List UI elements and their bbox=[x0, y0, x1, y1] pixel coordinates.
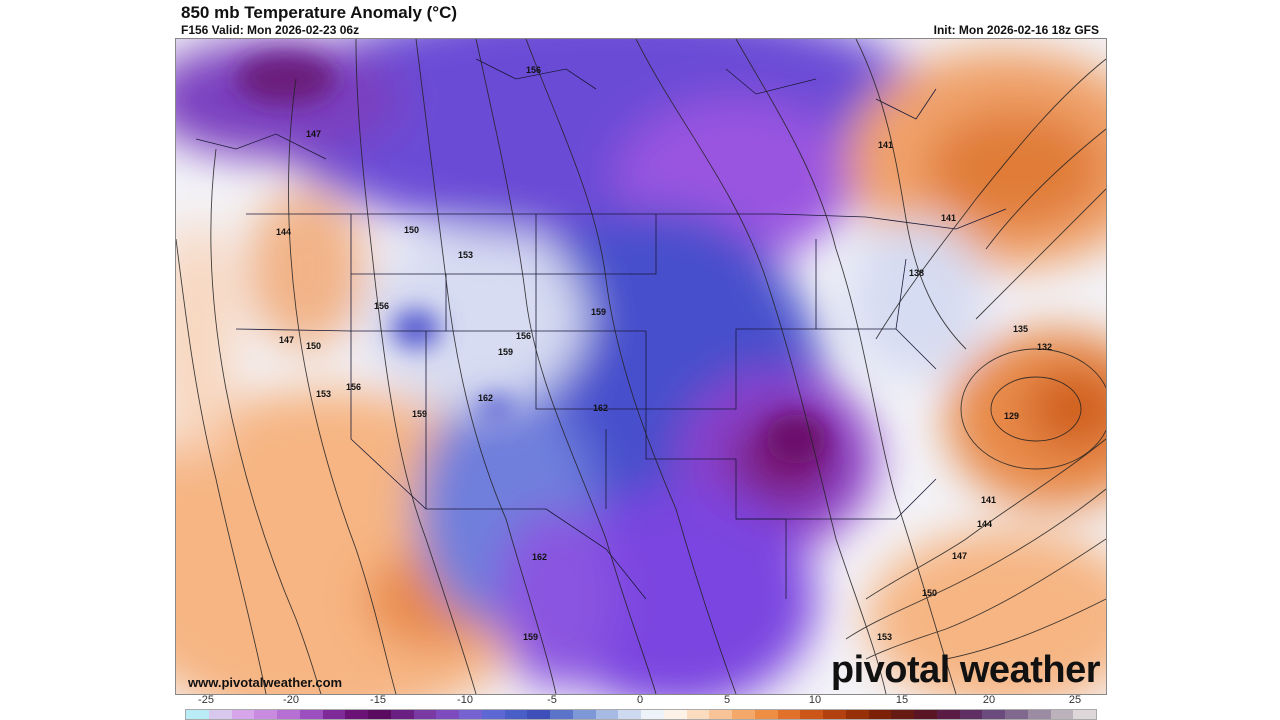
colorbar-swatch bbox=[800, 710, 823, 719]
colorbar-swatch bbox=[345, 710, 368, 719]
colorbar-swatch bbox=[1073, 710, 1096, 719]
colorbar-swatch bbox=[527, 710, 550, 719]
colorbar-tick-label: -20 bbox=[283, 694, 299, 706]
contour-label: 156 bbox=[526, 65, 541, 75]
map-canvas: 156 147 144 150 153 156 159 156 147 150 … bbox=[176, 39, 1106, 694]
contour-label: 141 bbox=[981, 495, 996, 505]
colorbar-swatch bbox=[254, 710, 277, 719]
colorbar-swatch bbox=[823, 710, 846, 719]
colorbar-tick-label: 20 bbox=[982, 694, 996, 706]
contour-label: 144 bbox=[977, 519, 992, 529]
contour-label: 159 bbox=[591, 307, 606, 317]
colorbar-tick-labels: -25 -20 -15 -10 -5 0 5 10 15 20 25 bbox=[175, 694, 1105, 708]
colorbar-tick-label: 25 bbox=[1068, 694, 1082, 706]
colorbar-swatch bbox=[732, 710, 755, 719]
colorbar-swatch bbox=[1027, 710, 1051, 719]
colorbar-swatch bbox=[754, 710, 778, 719]
colorbar-swatch bbox=[413, 710, 437, 719]
colorbar-swatch bbox=[322, 710, 346, 719]
contour-label: 162 bbox=[593, 403, 608, 413]
contour-label: 156 bbox=[346, 382, 361, 392]
colorbar-tick-label: 10 bbox=[808, 694, 822, 706]
contour-label: 147 bbox=[952, 551, 967, 561]
colorbar-tick-label: 5 bbox=[723, 694, 731, 706]
colorbar-tick-label: 15 bbox=[895, 694, 909, 706]
colorbar-swatch bbox=[277, 710, 300, 719]
colorbar-swatch bbox=[459, 710, 482, 719]
colorbar-swatch bbox=[641, 710, 664, 719]
colorbar-swatch bbox=[686, 710, 710, 719]
colorbar-tick-label: -5 bbox=[547, 694, 557, 706]
contour-label: 156 bbox=[516, 331, 531, 341]
colorbar-swatch bbox=[891, 710, 914, 719]
colorbar-swatch bbox=[618, 710, 641, 719]
colorbar-tick-label: 0 bbox=[636, 694, 644, 706]
colorbar-swatch bbox=[959, 710, 983, 719]
colorbar-swatch bbox=[504, 710, 528, 719]
contour-label: 159 bbox=[498, 347, 513, 357]
colorbar-swatch bbox=[914, 710, 937, 719]
contour-label: 132 bbox=[1037, 342, 1052, 352]
contour-labels: 156 147 144 150 153 156 159 156 147 150 … bbox=[276, 65, 1052, 642]
contour-label: 162 bbox=[478, 393, 493, 403]
anomaly-detail bbox=[236, 54, 826, 464]
colorbar-swatch bbox=[1050, 710, 1074, 719]
colorbar-swatch bbox=[709, 710, 732, 719]
colorbar-swatch bbox=[208, 710, 232, 719]
colorbar-swatch bbox=[550, 710, 573, 719]
colorbar-swatch bbox=[595, 710, 619, 719]
contour-label: 156 bbox=[374, 301, 389, 311]
valid-time: F156 Valid: Mon 2026-02-23 06z bbox=[181, 23, 360, 37]
borders bbox=[195, 58, 1007, 600]
contour-label: 150 bbox=[404, 225, 419, 235]
colorbar-swatch bbox=[572, 710, 596, 719]
contour-label: 150 bbox=[922, 588, 937, 598]
contour-label: 144 bbox=[276, 227, 291, 237]
contour-label: 159 bbox=[412, 409, 427, 419]
contour-label: 150 bbox=[306, 341, 321, 351]
colorbar-swatch bbox=[936, 710, 960, 719]
anomaly-map: 156 147 144 150 153 156 159 156 147 150 … bbox=[175, 38, 1107, 695]
contour-label: 141 bbox=[878, 140, 893, 150]
contour-label: 162 bbox=[532, 552, 547, 562]
map-title: 850 mb Temperature Anomaly (°C) bbox=[181, 3, 458, 22]
colorbar-swatch bbox=[982, 710, 1005, 719]
colorbar bbox=[185, 709, 1097, 720]
contour-label: 147 bbox=[279, 335, 294, 345]
colorbar-swatch bbox=[868, 710, 892, 719]
colorbar-swatch bbox=[368, 710, 391, 719]
colorbar-swatch bbox=[663, 710, 687, 719]
contour-label: 141 bbox=[941, 213, 956, 223]
colorbar-tick-label: -10 bbox=[457, 694, 473, 706]
contour-label: 153 bbox=[877, 632, 892, 642]
colorbar-swatch bbox=[845, 710, 869, 719]
contour-label: 153 bbox=[458, 250, 473, 260]
height-contours bbox=[176, 39, 1106, 694]
colorbar-swatch bbox=[436, 710, 459, 719]
contour-label: 147 bbox=[306, 129, 321, 139]
contour-label: 159 bbox=[523, 632, 538, 642]
contour-label: 135 bbox=[1013, 324, 1028, 334]
colorbar-tick-label: -15 bbox=[370, 694, 386, 706]
contour-label: 129 bbox=[1004, 411, 1019, 421]
website-credit: www.pivotalweather.com bbox=[188, 675, 343, 690]
colorbar-swatch bbox=[231, 710, 255, 719]
colorbar-tick-label: -25 bbox=[198, 694, 214, 706]
colorbar-swatch bbox=[390, 710, 414, 719]
colorbar-swatch bbox=[481, 710, 505, 719]
colorbar-swatch bbox=[777, 710, 801, 719]
anomaly-shading bbox=[176, 39, 1106, 694]
colorbar-swatch bbox=[1005, 710, 1028, 719]
brand-watermark: pivotal weather bbox=[830, 649, 1101, 691]
init-time: Init: Mon 2026-02-16 18z GFS bbox=[933, 23, 1099, 37]
contour-label: 138 bbox=[909, 268, 924, 278]
colorbar-swatch bbox=[186, 710, 209, 719]
contour-label: 153 bbox=[316, 389, 331, 399]
colorbar-swatch bbox=[299, 710, 323, 719]
